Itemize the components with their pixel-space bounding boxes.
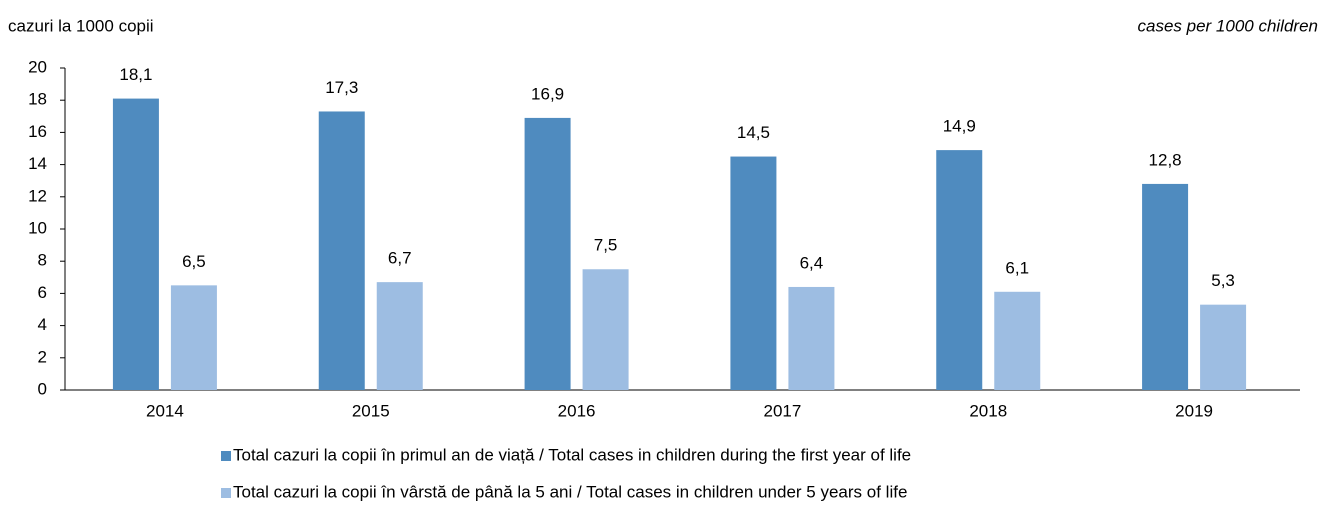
legend-label: Total cazuri la copii în primul an de vi… [233,445,911,464]
y-tick-label: 14 [28,154,47,173]
y-tick-label: 10 [28,218,47,237]
x-tick-label: 2019 [1175,401,1213,420]
data-label: 16,9 [531,84,564,103]
y-tick-label: 12 [28,186,47,205]
data-label: 7,5 [594,236,618,255]
y-tick-label: 2 [38,347,47,366]
data-label: 17,3 [325,78,358,97]
data-label: 6,7 [388,249,412,268]
y-tick-label: 16 [28,122,47,141]
bar [376,282,423,390]
data-label: 6,1 [1005,258,1029,277]
x-tick-label: 2015 [352,401,390,420]
bar [994,291,1041,390]
bar [1142,183,1189,390]
data-label: 14,9 [943,117,976,136]
bar [936,150,983,390]
x-tick-label: 2017 [764,401,802,420]
bar [170,285,217,390]
x-tick-label: 2014 [146,401,184,420]
y-tick-label: 0 [38,379,47,398]
bar [582,269,629,390]
y-tick-label: 4 [38,315,47,334]
x-tick-label: 2018 [969,401,1007,420]
data-label: 6,4 [800,253,824,272]
data-label: 5,3 [1211,271,1235,290]
bar [730,156,777,390]
bar [318,111,365,390]
bar [112,98,159,390]
data-label: 12,8 [1149,150,1182,169]
x-tick-label: 2016 [558,401,596,420]
y-tick-label: 6 [38,283,47,302]
y-tick-label: 18 [28,90,47,109]
data-label: 14,5 [737,123,770,142]
bar [524,117,571,390]
bar [1200,304,1247,390]
y-axis-label: cazuri la 1000 copii [8,16,154,35]
data-label: 18,1 [119,65,152,84]
y-tick-label: 8 [38,251,47,270]
legend-swatch [221,451,231,461]
y-tick-label: 20 [28,57,47,76]
legend-label: Total cazuri la copii în vârstă de până … [233,482,907,501]
bar [788,286,835,390]
data-label: 6,5 [182,252,206,271]
y-axis-label-en: cases per 1000 children [1137,16,1318,35]
legend-swatch [221,488,231,498]
